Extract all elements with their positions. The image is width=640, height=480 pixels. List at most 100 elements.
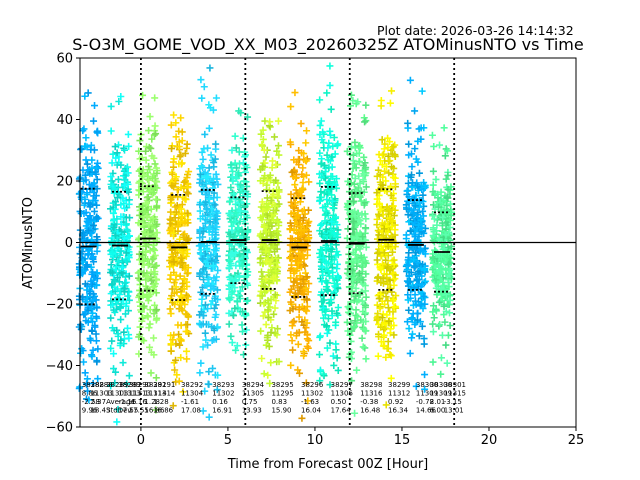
scatter-point (299, 214, 307, 222)
scatter-point (212, 335, 220, 343)
scatter-point (323, 89, 331, 97)
scatter-point (152, 289, 160, 297)
annotation-text: 0.50 (331, 398, 347, 406)
scatter-point (390, 256, 398, 264)
scatter-point (243, 297, 251, 305)
annotation-text: 11316 (360, 390, 383, 398)
scatter-point (231, 132, 239, 140)
scatter-point (177, 151, 185, 159)
scatter-point (403, 318, 411, 326)
scatter-point (377, 338, 385, 346)
scatter-point (351, 160, 359, 168)
scatter-point (305, 337, 313, 345)
scatter-point (182, 327, 190, 335)
scatter-point (269, 206, 277, 214)
scatter-point (166, 215, 174, 223)
y-tick-label: −60 (46, 421, 73, 436)
scatter-point (199, 155, 207, 163)
scatter-point (123, 163, 131, 171)
scatter-point (209, 364, 217, 372)
scatter-point (124, 245, 132, 253)
scatter-point (413, 200, 421, 208)
scatter-bin-7 (286, 89, 313, 422)
annotation-text: 2.01 (430, 398, 446, 406)
scatter-point (231, 304, 239, 312)
scatter-point (291, 89, 299, 97)
scatter-point (107, 290, 115, 298)
scatter-point (175, 160, 183, 168)
scatter-point (169, 336, 177, 344)
scatter-point (411, 249, 419, 257)
scatter-point (209, 262, 217, 270)
scatter-point (410, 262, 418, 270)
scatter-point (303, 295, 311, 303)
scatter-point (288, 168, 296, 176)
scatter-point (258, 141, 266, 149)
annotation-text: 11302 (301, 390, 323, 398)
scatter-point (327, 253, 335, 261)
scatter-point (92, 330, 100, 338)
scatter-point (175, 377, 183, 385)
scatter-point (287, 298, 295, 306)
scatter-point (333, 265, 341, 273)
scatter-point (388, 87, 396, 95)
annotation-text: StdDev (106, 407, 131, 415)
scatter-point (352, 306, 360, 314)
annotation-text: 38291 (153, 381, 175, 389)
annotation-text: 8.86 (82, 390, 98, 398)
scatter-point (86, 212, 94, 220)
scatter-point (384, 243, 392, 251)
scatter-point (345, 250, 353, 258)
scatter-point (107, 173, 115, 181)
scatter-point (227, 184, 235, 192)
scatter-point (117, 93, 125, 101)
scatter-point (353, 262, 361, 270)
scatter-point (287, 210, 295, 218)
scatter-point (179, 388, 187, 396)
scatter-point (205, 124, 213, 132)
scatter-point (213, 223, 221, 231)
scatter-point (232, 262, 240, 270)
scatter-point (212, 247, 220, 255)
scatter-point (266, 219, 274, 227)
scatter-point (267, 328, 275, 336)
scatter-point (443, 202, 451, 210)
scatter-point (230, 245, 238, 253)
annotation-text: -2.58 (82, 398, 100, 406)
scatter-point (210, 274, 218, 282)
scatter-point (259, 212, 267, 220)
scatter-point (444, 185, 452, 193)
scatter-point (125, 200, 133, 208)
scatter-point (446, 296, 454, 304)
scatter-point (362, 309, 370, 317)
scatter-point (435, 298, 443, 306)
scatter-point (183, 270, 191, 278)
scatter-point (343, 147, 351, 155)
annotation-text: 16.86 (144, 407, 165, 415)
scatter-point (231, 284, 239, 292)
annotation-text: 11314 (153, 390, 176, 398)
scatter-point (81, 280, 89, 288)
scatter-point (384, 338, 392, 346)
scatter-point (200, 242, 208, 250)
scatter-point (84, 89, 92, 97)
scatter-point (93, 247, 101, 255)
scatter-point (406, 76, 414, 84)
scatter-point (88, 181, 96, 189)
scatter-point (362, 164, 370, 172)
scatter-point (81, 142, 89, 150)
scatter-point (107, 314, 115, 322)
scatter-point (139, 303, 147, 311)
scatter-point (125, 232, 133, 240)
scatter-point (437, 370, 445, 378)
scatter-point (287, 140, 295, 148)
scatter-point (230, 190, 238, 198)
y-tick-label: 60 (56, 52, 73, 67)
scatter-point (151, 94, 159, 102)
scatter-point (411, 232, 419, 240)
scatter-point (77, 250, 85, 258)
scatter-point (143, 272, 151, 280)
scatter-point (302, 306, 310, 314)
